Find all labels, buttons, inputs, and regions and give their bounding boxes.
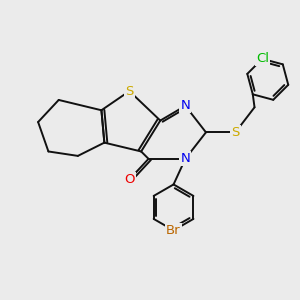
- Text: O: O: [124, 173, 135, 186]
- Text: N: N: [181, 152, 190, 165]
- Text: S: S: [125, 85, 134, 98]
- Text: S: S: [231, 126, 240, 139]
- Text: N: N: [181, 99, 190, 112]
- Text: Br: Br: [166, 224, 181, 237]
- Text: Cl: Cl: [256, 52, 269, 65]
